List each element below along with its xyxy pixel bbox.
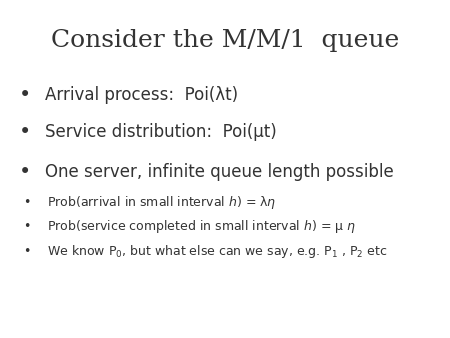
Text: Consider the M/M/1  queue: Consider the M/M/1 queue [51, 29, 399, 52]
Text: Prob(arrival in small interval $h$) = λ$\eta$: Prob(arrival in small interval $h$) = λ$… [47, 194, 277, 211]
Text: •: • [23, 196, 31, 209]
Text: •: • [18, 162, 31, 183]
Text: Service distribution:  Poi(μt): Service distribution: Poi(μt) [45, 123, 277, 141]
Text: •: • [18, 122, 31, 142]
Text: •: • [23, 220, 31, 233]
Text: One server, infinite queue length possible: One server, infinite queue length possib… [45, 163, 394, 182]
Text: Arrival process:  Poi(λt): Arrival process: Poi(λt) [45, 86, 238, 104]
Text: •: • [18, 84, 31, 105]
Text: We know P$_0$, but what else can we say, e.g. P$_1$ , P$_2$ etc: We know P$_0$, but what else can we say,… [47, 243, 388, 260]
Text: •: • [23, 245, 31, 258]
Text: Prob(service completed in small interval $h$) = μ $\eta$: Prob(service completed in small interval… [47, 218, 356, 235]
